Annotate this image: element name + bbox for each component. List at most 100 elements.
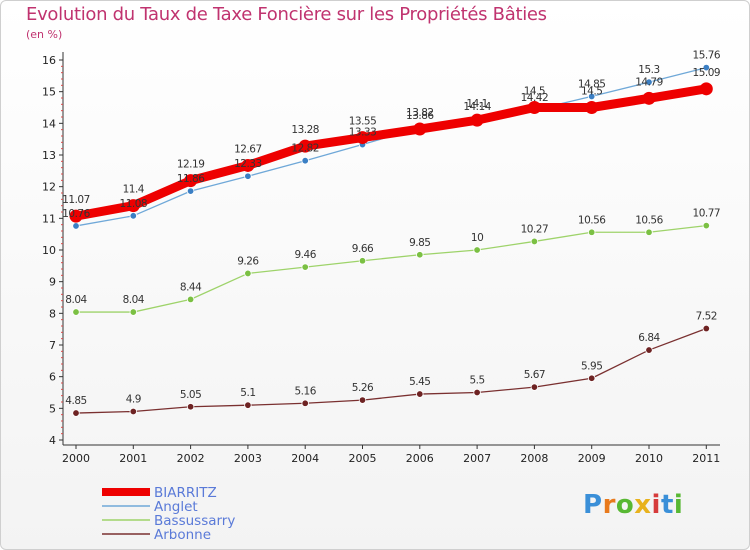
data-label-biarritz: 11.4 <box>123 184 145 196</box>
data-point-arbonne <box>72 409 80 417</box>
data-point-arbonne <box>244 401 252 409</box>
data-label-anglet: 11.08 <box>120 198 148 210</box>
data-label-bassussarry: 10.77 <box>693 208 721 220</box>
data-point-bassussarry <box>530 237 539 246</box>
data-point-biarritz <box>69 209 83 223</box>
y-tick-label: 11 <box>42 212 56 225</box>
x-tick-label: 2002 <box>177 452 205 465</box>
data-point-biarritz <box>126 199 140 213</box>
data-label-arbonne: 4.9 <box>126 394 141 406</box>
data-label-arbonne: 5.05 <box>180 389 201 401</box>
data-point-anglet <box>301 156 309 165</box>
data-point-arbonne <box>186 403 195 411</box>
y-tick-label: 10 <box>42 244 56 257</box>
x-tick-label: 2010 <box>635 452 663 465</box>
data-point-arbonne <box>702 324 710 333</box>
data-label-anglet: 13.86 <box>406 110 434 122</box>
data-label-bassussarry: 8.04 <box>65 294 87 306</box>
data-point-arbonne <box>301 399 309 407</box>
data-point-arbonne <box>588 374 596 382</box>
data-point-anglet <box>645 78 653 86</box>
data-point-anglet <box>702 63 710 72</box>
data-label-biarritz: 14.79 <box>635 76 663 88</box>
data-label-biarritz: 11.07 <box>62 194 90 206</box>
data-point-bassussarry <box>473 246 481 254</box>
logo-letter: t <box>660 490 674 520</box>
data-label-arbonne: 5.1 <box>240 387 255 399</box>
legend-label-arbonne: Arbonne <box>154 527 211 543</box>
data-point-biarritz <box>470 113 484 127</box>
data-point-biarritz <box>298 139 312 153</box>
data-label-anglet: 14.42 <box>521 92 549 104</box>
data-point-biarritz <box>356 131 369 145</box>
legend-label-biarritz: BIARRITZ <box>154 485 217 501</box>
y-tick-label: 13 <box>42 149 56 162</box>
unit-label: (en %) <box>26 28 63 41</box>
data-label-anglet: 14.14 <box>463 101 491 113</box>
data-label-arbonne: 5.16 <box>295 385 317 397</box>
y-tick-label: 14 <box>42 117 56 130</box>
data-point-bassussarry <box>588 228 596 236</box>
logo-letter: P <box>583 490 603 520</box>
data-point-bassussarry <box>702 221 710 230</box>
logo-letter: i <box>651 490 661 520</box>
data-label-biarritz: 13.55 <box>349 116 377 128</box>
y-tick-label: 9 <box>49 276 56 289</box>
legend-label-bassussarry: Bassussarry <box>154 513 235 529</box>
data-point-biarritz <box>241 158 255 172</box>
data-label-bassussarry: 10.56 <box>635 214 663 226</box>
logo-letter: i <box>673 490 684 520</box>
data-label-anglet: 15.76 <box>693 50 721 62</box>
data-point-biarritz <box>413 122 427 136</box>
data-label-anglet: 12.33 <box>234 158 262 170</box>
data-label-bassussarry: 10.56 <box>578 214 606 226</box>
logo-letter: o <box>615 490 635 520</box>
data-label-arbonne: 6.84 <box>638 332 660 344</box>
data-point-bassussarry <box>301 263 309 271</box>
data-point-anglet <box>186 187 195 195</box>
series-line-arbonne <box>75 327 707 414</box>
data-label-biarritz: 13.82 <box>406 107 434 119</box>
data-label-bassussarry: 10.27 <box>521 223 549 235</box>
data-point-bassussarry <box>129 308 137 316</box>
data-label-biarritz: 12.19 <box>177 159 205 171</box>
data-label-bassussarry: 9.46 <box>295 249 317 261</box>
x-tick-label: 2004 <box>291 452 319 465</box>
data-label-arbonne: 7.52 <box>696 311 717 323</box>
data-point-biarritz <box>699 82 713 96</box>
data-label-arbonne: 5.45 <box>409 376 430 388</box>
data-point-bassussarry <box>645 228 653 236</box>
data-point-bassussarry <box>186 295 195 304</box>
data-point-bassussarry <box>72 308 80 316</box>
data-label-biarritz: 12.67 <box>234 143 262 155</box>
data-label-anglet: 14.85 <box>578 78 606 90</box>
x-tick-label: 2005 <box>349 452 377 465</box>
data-label-biarritz: 14.1 <box>466 98 487 110</box>
y-tick-label: 12 <box>42 181 56 194</box>
data-label-anglet: 12.82 <box>291 143 319 155</box>
data-point-bassussarry <box>358 257 367 265</box>
data-point-anglet <box>129 212 137 220</box>
series-line-biarritz <box>71 84 711 221</box>
data-label-bassussarry: 9.85 <box>409 237 430 249</box>
data-point-anglet <box>244 172 252 180</box>
data-label-anglet: 10.76 <box>62 208 90 220</box>
y-tick-label: 7 <box>49 339 56 352</box>
chart-title: Evolution du Taux de Taxe Foncière sur l… <box>26 4 547 25</box>
logo-letter: x <box>634 490 652 520</box>
data-point-biarritz <box>527 101 541 114</box>
series-line-anglet <box>75 66 707 227</box>
data-label-bassussarry: 8.04 <box>123 294 145 306</box>
data-label-bassussarry: 10 <box>471 232 483 244</box>
data-point-arbonne <box>358 396 367 404</box>
y-tick-label: 15 <box>42 86 56 99</box>
data-point-anglet <box>72 222 80 230</box>
data-point-anglet <box>588 92 596 101</box>
data-point-arbonne <box>473 388 481 397</box>
data-label-biarritz: 13.28 <box>291 124 319 136</box>
y-tick-label: 4 <box>49 434 56 447</box>
x-tick-label: 2009 <box>578 452 606 465</box>
data-label-arbonne: 5.67 <box>524 369 545 381</box>
x-tick-label: 2011 <box>692 452 720 465</box>
